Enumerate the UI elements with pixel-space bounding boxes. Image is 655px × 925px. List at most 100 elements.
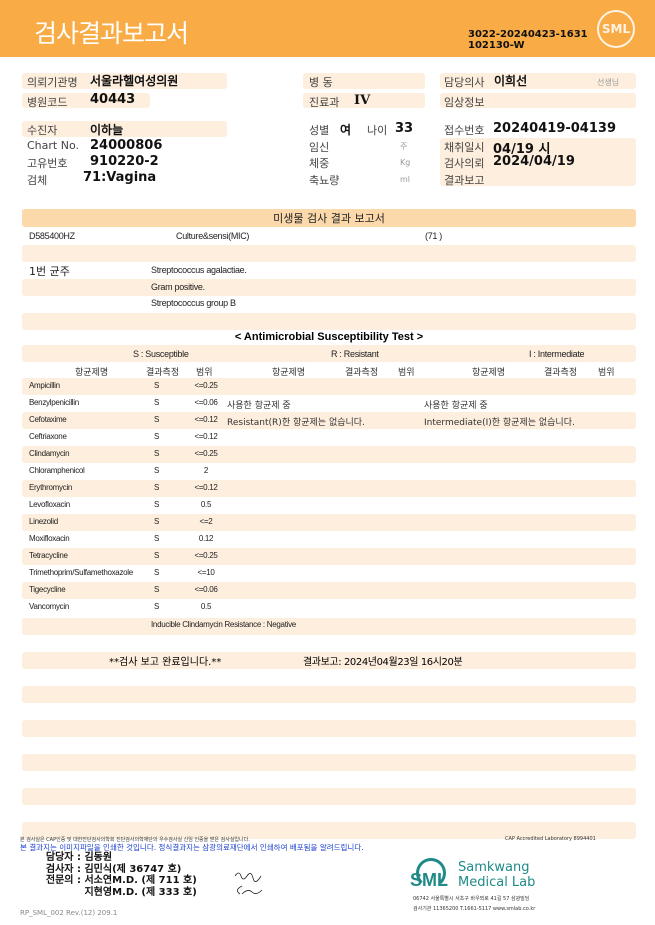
- ast-value-cell: <=0.12: [194, 432, 218, 441]
- legend-resistant: R : Resistant: [331, 349, 379, 359]
- doctor-suffix: 선생님: [597, 78, 620, 87]
- ast-drug-cell: Chloramphenicol: [29, 466, 85, 475]
- legend-intermediate: I : Intermediate: [529, 349, 585, 359]
- test-code: D585400HZ: [29, 231, 75, 241]
- completion-text: **검사 보고 완료입니다.**: [109, 657, 222, 668]
- age-label: 나이: [367, 124, 388, 137]
- ast-result-cell: S: [154, 568, 160, 577]
- col-header-drug: 항균제명: [472, 368, 506, 378]
- lab-name: Samkwang Medical Lab: [458, 860, 536, 890]
- ast-result-cell: S: [154, 466, 160, 475]
- ast-value-cell: 0.5: [200, 500, 212, 509]
- patient-value: 이하늘: [90, 123, 124, 137]
- urine-unit: ml: [400, 175, 411, 184]
- specimen-value: 71:Vagina: [83, 170, 157, 185]
- chart-value: 24000806: [90, 138, 163, 153]
- department-label: 진료과: [309, 96, 340, 109]
- ast-result-cell: S: [154, 415, 160, 424]
- collection-value: 04/19 시: [493, 142, 551, 157]
- row-stripe: [22, 548, 636, 565]
- test-name: Culture&sensi(MIC): [176, 231, 250, 241]
- ast-value-cell: <=0.25: [194, 449, 218, 458]
- ast-value-cell: <=0.25: [194, 381, 218, 390]
- notice: 본 결과지는 이미지파일을 인쇄한 것입니다. 정식결과지는 삼광의료재단에서 …: [20, 843, 364, 852]
- staff-list: 담당자 : 김동원 검사자 : 김민식(제 36747 호) 전문의 : 서소연…: [45, 852, 197, 898]
- intermediate-note: Intermediate(I)한 항균제는 없습니다.: [424, 418, 575, 428]
- col-header-range: 범위: [196, 368, 213, 378]
- ast-value-cell: <=0.12: [194, 415, 218, 424]
- hospital-code-label: 병원코드: [27, 96, 68, 109]
- col-header-range: 범위: [398, 368, 415, 378]
- cap-note: 본 검사실은 CAP인증 및 대한진단검사의학회 진단검사의학재단의 우수검사실…: [20, 837, 250, 843]
- report-label: 결과보고: [444, 174, 485, 187]
- intermediate-note: 사용한 항균제 중: [424, 401, 488, 411]
- ast-drug-cell: Ampicillin: [29, 381, 60, 390]
- receipt-value: 20240419-04139: [493, 121, 616, 136]
- ward-label: 병 동: [309, 76, 333, 89]
- institution-value: 서울라헬여성의원: [90, 74, 179, 88]
- institution-label: 의뢰기관명: [27, 76, 78, 89]
- ast-value-cell: <=0.06: [194, 398, 218, 407]
- doctor-label: 담당의사: [444, 76, 485, 89]
- patient-label: 수진자: [27, 124, 58, 137]
- ast-value-cell: 0.5: [200, 602, 212, 611]
- sml-logo: SML: [597, 10, 635, 48]
- row-stripe: [22, 582, 636, 599]
- report-time: 결과보고: 2024년04월23일 16시20분: [303, 657, 463, 668]
- ast-drug-cell: Benzylpenicillin: [29, 398, 79, 407]
- isolate-label: 1번 균주: [29, 265, 70, 278]
- ast-drug-cell: Clindamycin: [29, 449, 70, 458]
- ast-drug-cell: Moxifloxacin: [29, 534, 70, 543]
- ast-drug-cell: Vancomycin: [29, 602, 69, 611]
- col-header-drug: 항균제명: [272, 368, 306, 378]
- collection-label: 채취일시: [444, 141, 485, 154]
- row-stripe: [22, 514, 636, 531]
- col-header-result: 결과측정: [544, 368, 578, 378]
- pregnancy-unit: 주: [400, 142, 408, 151]
- urine-label: 축뇨량: [309, 174, 340, 187]
- ast-drug-cell: Linezolid: [29, 517, 58, 526]
- signature: [234, 872, 263, 895]
- weight-unit: Kg: [400, 158, 411, 167]
- ast-drug-cell: Tigecycline: [29, 585, 66, 594]
- ast-drug-cell: Trimethoprim/Sulfamethoxazole: [29, 568, 133, 577]
- ast-value-cell: <=2: [199, 517, 213, 526]
- document-number: 3022-20240423-1631 102130-W: [468, 29, 588, 51]
- ast-result-cell: S: [154, 500, 160, 509]
- row-stripe: [22, 480, 636, 497]
- col-header-range: 범위: [598, 368, 615, 378]
- specimen-label: 검체: [27, 174, 48, 187]
- isolate-line: Streptococcus group B: [151, 298, 236, 308]
- col-header-result: 결과측정: [345, 368, 379, 378]
- cap-id: CAP Accredited Laboratory 8994401: [505, 836, 596, 842]
- isolate-line: Streptococcus agalactiae.: [151, 265, 247, 275]
- ast-value-cell: <=0.12: [194, 483, 218, 492]
- ast-result-cell: S: [154, 483, 160, 492]
- ast-value-cell: 0.12: [198, 534, 214, 543]
- ast-result-cell: S: [154, 534, 160, 543]
- ast-drug-cell: Tetracycline: [29, 551, 68, 560]
- row-stripe: [22, 378, 636, 395]
- form-code: RP_SML_002 Rev.(12) 209.1: [20, 909, 118, 917]
- icr-result: Inducible Clindamycin Resistance : Negat…: [151, 620, 296, 629]
- age-value: 33: [395, 121, 414, 136]
- lab-address: 06742 서울특별시 서초구 바우뫼로 41길 57 삼광빌딩: [413, 896, 530, 902]
- chart-label: Chart No.: [27, 139, 79, 152]
- id-label: 고유번호: [27, 157, 68, 170]
- page-title: 검사결과보고서: [34, 19, 189, 48]
- id-value: 910220-2: [90, 154, 159, 169]
- sml-lab-logo: SML: [410, 858, 450, 894]
- weight-label: 체중: [309, 157, 330, 170]
- ast-drug-cell: Cefotaxime: [29, 415, 67, 424]
- ast-value-cell: <=0.25: [194, 551, 218, 560]
- clinical-info-label: 임상정보: [444, 96, 485, 109]
- ast-drug-cell: Erythromycin: [29, 483, 73, 492]
- ast-result-cell: S: [154, 551, 160, 560]
- ast-value-cell: 2: [203, 466, 209, 475]
- ast-drug-cell: Levofloxacin: [29, 500, 70, 509]
- doctor-value: 이희선: [494, 74, 528, 88]
- request-value: 2024/04/19: [493, 154, 575, 169]
- ast-result-cell: S: [154, 449, 160, 458]
- lab-contact: 검사기관 11365200 T.1661-5117 www.smlab.co.k…: [413, 906, 536, 912]
